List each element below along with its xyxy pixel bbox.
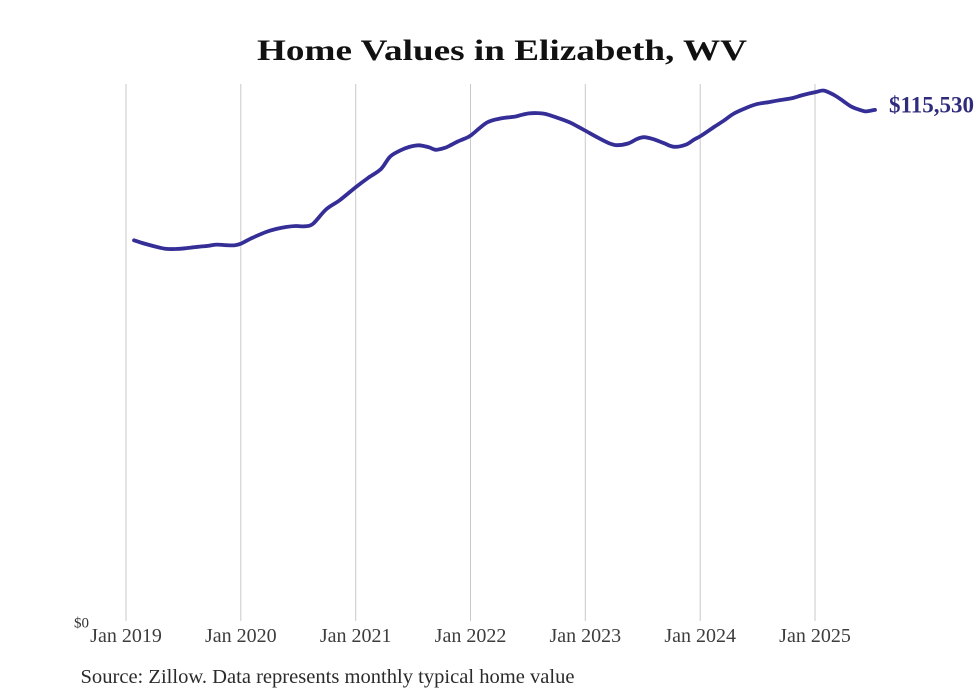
svg-text:Jan 2021: Jan 2021 xyxy=(320,625,392,647)
svg-text:Jan 2023: Jan 2023 xyxy=(549,625,621,647)
svg-text:$0: $0 xyxy=(74,616,89,632)
svg-text:Jan 2025: Jan 2025 xyxy=(779,625,851,647)
svg-text:Jan 2022: Jan 2022 xyxy=(435,625,507,647)
svg-text:Jan 2024: Jan 2024 xyxy=(664,625,736,647)
svg-text:Source: Zillow. Data represent: Source: Zillow. Data represents monthly … xyxy=(81,666,575,688)
svg-text:Jan 2019: Jan 2019 xyxy=(90,625,162,647)
svg-text:$115,530: $115,530 xyxy=(889,93,974,118)
svg-text:Jan 2020: Jan 2020 xyxy=(205,625,277,647)
svg-text:Home Values in Elizabeth, WV: Home Values in Elizabeth, WV xyxy=(257,34,747,67)
